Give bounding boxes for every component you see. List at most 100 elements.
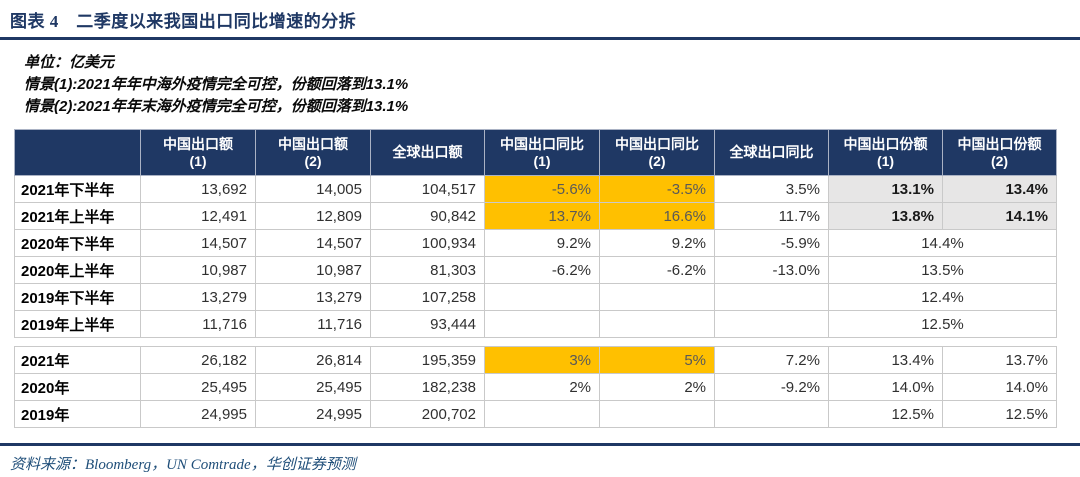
table-cell: 9.2% xyxy=(484,229,600,257)
table-cell xyxy=(484,400,600,428)
column-header-sub: (2) xyxy=(990,152,1009,169)
table-cell: 14.0% xyxy=(942,373,1057,401)
table-cell: 13.4% xyxy=(828,346,943,374)
source-note: 资料来源：Bloomberg，UN Comtrade，华创证券预测 xyxy=(10,457,356,473)
table-cell: 93,444 xyxy=(370,310,485,338)
table-cell: 26,182 xyxy=(140,346,256,374)
column-header-title: 中国出口份额 xyxy=(843,135,928,152)
note-scenario-2: 情景(2):2021年年末海外疫情完全可控，份额回落到13.1% xyxy=(24,98,409,115)
table-cell: 24,995 xyxy=(140,400,256,428)
table-cell: 100,934 xyxy=(370,229,485,257)
table-cell xyxy=(599,310,715,338)
table-row: 2021年下半年 13,692 14,005 104,517 -5.6% -3.… xyxy=(14,175,1057,203)
row-label: 2020年下半年 xyxy=(14,229,141,257)
table-cell: 2% xyxy=(484,373,600,401)
table-cell xyxy=(714,400,829,428)
table-cell: 13,279 xyxy=(140,283,256,311)
column-header: 全球出口同比 xyxy=(714,129,829,176)
table-cell: -9.2% xyxy=(714,373,829,401)
merged-share-cell: 13.5% xyxy=(828,256,1057,284)
table-row: 2021年上半年 12,491 12,809 90,842 13.7% 16.6… xyxy=(14,202,1057,230)
table-cell: 14,507 xyxy=(255,229,371,257)
column-header-title: 中国出口同比 xyxy=(615,135,699,152)
highlighted-cell: 5% xyxy=(599,346,715,374)
row-label: 2019年 xyxy=(14,400,141,428)
table-cell: 107,258 xyxy=(370,283,485,311)
column-header: 中国出口额 (2) xyxy=(255,129,371,176)
column-header-sub: (1) xyxy=(533,152,551,169)
table-row: 2021年 26,182 26,814 195,359 3% 5% 7.2% 1… xyxy=(14,346,1057,374)
table-cell: 11,716 xyxy=(255,310,371,338)
table-cell: 14,005 xyxy=(255,175,371,203)
annual-table: 2021年 26,182 26,814 195,359 3% 5% 7.2% 1… xyxy=(14,346,1057,428)
table-cell: 12,491 xyxy=(140,202,256,230)
table-cell: 90,842 xyxy=(370,202,485,230)
share-cell: 13.4% xyxy=(942,175,1057,203)
table-cell: 13,279 xyxy=(255,283,371,311)
note-scenario-1: 情景(1):2021年年中海外疫情完全可控，份额回落到13.1% xyxy=(24,76,409,93)
row-label: 2021年 xyxy=(14,346,141,374)
column-header-sub: (1) xyxy=(876,152,895,169)
table-cell: 195,359 xyxy=(370,346,485,374)
row-label: 2019年上半年 xyxy=(14,310,141,338)
highlighted-cell: 16.6% xyxy=(599,202,715,230)
table-cell: 25,495 xyxy=(140,373,256,401)
table-cell: 25,495 xyxy=(255,373,371,401)
column-header: 中国出口份额 (2) xyxy=(942,129,1057,176)
table-row: 2020年上半年 10,987 10,987 81,303 -6.2% -6.2… xyxy=(14,256,1057,284)
column-header: 全球出口额 xyxy=(370,129,485,176)
table-cell xyxy=(714,310,829,338)
table-row: 2019年上半年 11,716 11,716 93,444 12.5% xyxy=(14,310,1057,338)
highlighted-cell: 13.7% xyxy=(484,202,600,230)
row-label: 2021年上半年 xyxy=(14,202,141,230)
column-header-sub: (1) xyxy=(189,152,207,169)
column-header-title: 中国出口额 xyxy=(163,135,233,152)
table-row: 2020年下半年 14,507 14,507 100,934 9.2% 9.2%… xyxy=(14,229,1057,257)
table-cell: 11,716 xyxy=(140,310,256,338)
table-cell: 10,987 xyxy=(140,256,256,284)
table-cell: -13.0% xyxy=(714,256,829,284)
table-cell: 7.2% xyxy=(714,346,829,374)
column-header-title: 中国出口额 xyxy=(278,135,348,152)
table-row: 2019年下半年 13,279 13,279 107,258 12.4% xyxy=(14,283,1057,311)
table-cell: -6.2% xyxy=(599,256,715,284)
table-cell: -6.2% xyxy=(484,256,600,284)
merged-share-cell: 12.4% xyxy=(828,283,1057,311)
table-cell: 26,814 xyxy=(255,346,371,374)
footer-rule xyxy=(0,443,1080,446)
share-cell: 13.1% xyxy=(828,175,943,203)
row-label: 2020年上半年 xyxy=(14,256,141,284)
table-cell: 182,238 xyxy=(370,373,485,401)
row-label: 2021年下半年 xyxy=(14,175,141,203)
table-cell: 200,702 xyxy=(370,400,485,428)
column-header-title: 中国出口份额 xyxy=(957,135,1042,152)
table-row: 2020年 25,495 25,495 182,238 2% 2% -9.2% … xyxy=(14,373,1057,401)
table-cell: 24,995 xyxy=(255,400,371,428)
row-label: 2020年 xyxy=(14,373,141,401)
share-cell: 13.8% xyxy=(828,202,943,230)
column-header: 中国出口同比 (2) xyxy=(599,129,715,176)
table-cell xyxy=(599,400,715,428)
table-row: 2019年 24,995 24,995 200,702 12.5% 12.5% xyxy=(14,400,1057,428)
table-cell xyxy=(714,283,829,311)
table-cell: 9.2% xyxy=(599,229,715,257)
column-header: 中国出口份额 (1) xyxy=(828,129,943,176)
column-header: 中国出口额 (1) xyxy=(140,129,256,176)
table-cell: 12,809 xyxy=(255,202,371,230)
corner-header-cell xyxy=(14,129,141,176)
highlighted-cell: -5.6% xyxy=(484,175,600,203)
title-rule xyxy=(0,37,1080,40)
table-cell: 11.7% xyxy=(714,202,829,230)
figure-title: 图表 4 二季度以来我国出口同比增速的分拆 xyxy=(10,12,357,31)
note-unit: 单位：亿美元 xyxy=(24,54,115,71)
table-cell: 13,692 xyxy=(140,175,256,203)
column-header-title: 全球出口额 xyxy=(392,144,463,160)
table-cell xyxy=(484,310,600,338)
table-cell: 10,987 xyxy=(255,256,371,284)
table-cell: -5.9% xyxy=(714,229,829,257)
halfyear-table: 中国出口额 (1) 中国出口额 (2) 全球出口额 中国出口同比 (1) 中国出口同比… xyxy=(14,129,1057,338)
figure-notes: 单位：亿美元 情景(1):2021年年中海外疫情完全可控，份额回落到13.1% … xyxy=(24,52,1080,118)
column-header-sub: (2) xyxy=(304,152,322,169)
column-header-sub: (2) xyxy=(648,152,666,169)
